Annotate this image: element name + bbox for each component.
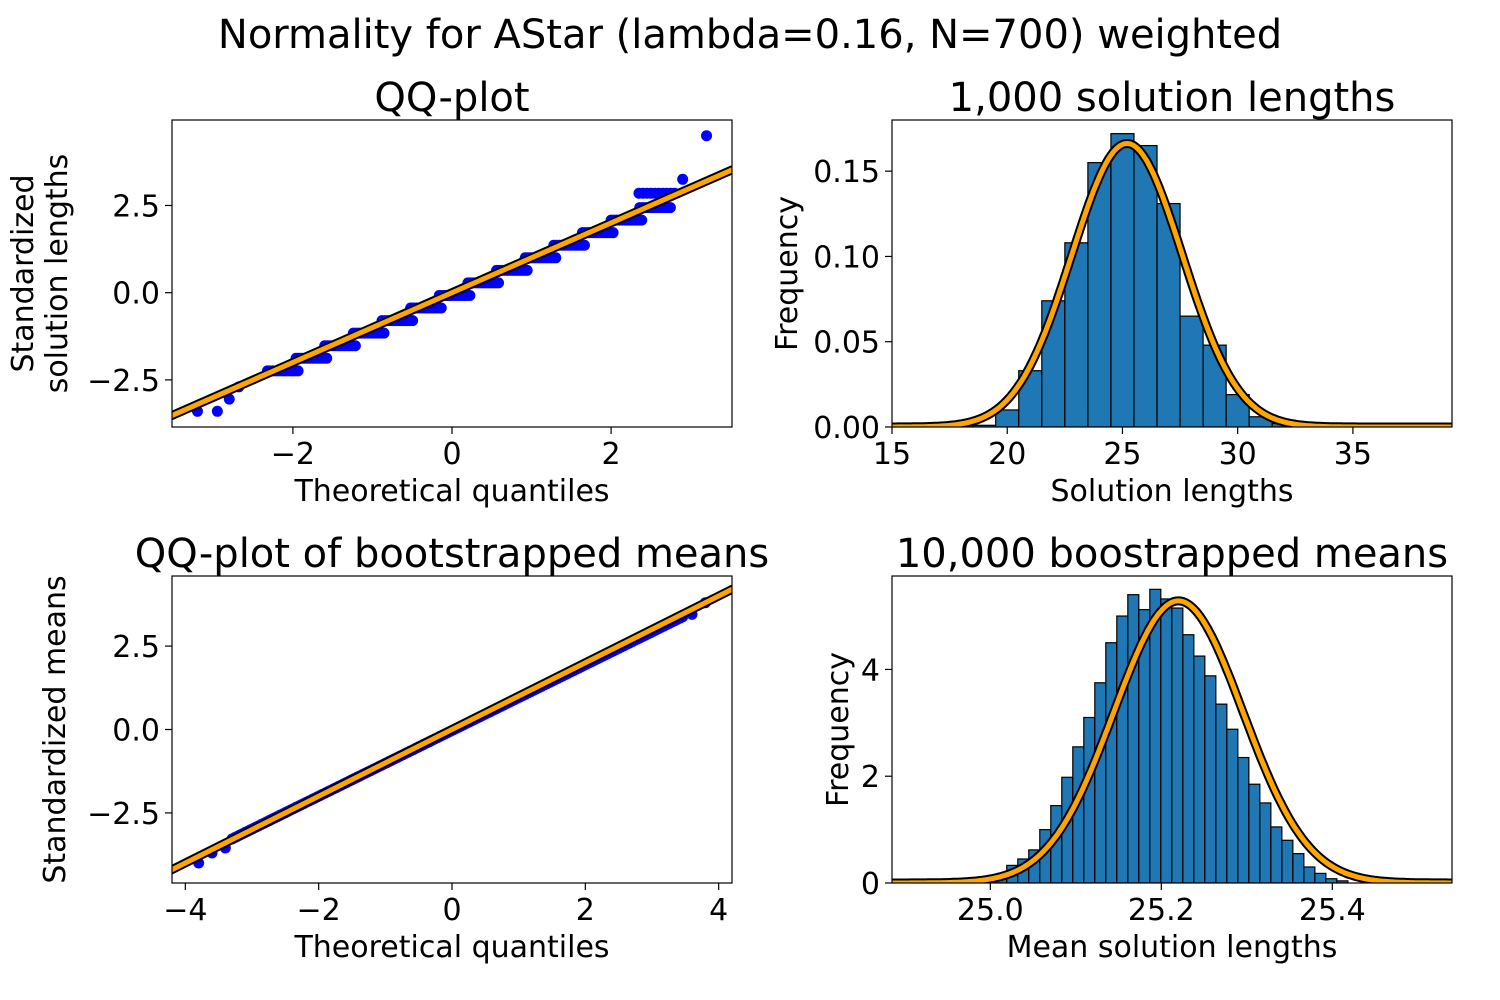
histogram-bar bbox=[1193, 655, 1206, 883]
histogram-bar bbox=[1127, 594, 1140, 883]
y-tick-label: 4 bbox=[861, 653, 880, 688]
y-tick-label: 2 bbox=[861, 760, 880, 795]
y-tick-label: −2.5 bbox=[87, 797, 160, 832]
y-axis-label: Frequency bbox=[770, 196, 805, 351]
x-axis-label: Solution lengths bbox=[1050, 474, 1293, 509]
x-tick-label: 0 bbox=[442, 893, 461, 928]
qq-point bbox=[211, 405, 223, 417]
qq-point bbox=[550, 252, 562, 264]
reference-line-fill bbox=[172, 586, 732, 873]
histogram-bar bbox=[1110, 133, 1135, 427]
qq-point bbox=[664, 202, 676, 214]
histogram-bootstrap-panel: 25.0 25.2 25.4 0 2 4 10,000 boostrapped means M… bbox=[821, 531, 1453, 965]
axes-frame bbox=[891, 119, 1453, 428]
x-tick-label: 4 bbox=[709, 893, 728, 928]
qq-point bbox=[321, 352, 333, 364]
x-tick-label: −2 bbox=[297, 893, 341, 928]
x-tick-label: 20 bbox=[988, 437, 1026, 472]
subplot-title: QQ-plot of bootstrapped means bbox=[135, 531, 769, 577]
x-tick-label: 25.4 bbox=[1299, 893, 1366, 928]
histogram-bar bbox=[1215, 703, 1228, 883]
qq-point bbox=[677, 173, 689, 185]
qq-point bbox=[349, 340, 361, 352]
reference-line bbox=[172, 164, 732, 421]
y-tick-label: 2.5 bbox=[112, 630, 160, 665]
y-tick-label: −2.5 bbox=[87, 364, 160, 399]
y-tick-label: 0.15 bbox=[813, 155, 880, 190]
subplot-title: QQ-plot bbox=[374, 75, 529, 121]
qq-point bbox=[636, 214, 648, 226]
histogram-bar bbox=[1160, 598, 1173, 883]
histogram-bar bbox=[1259, 802, 1272, 883]
qq-point bbox=[292, 365, 304, 377]
histogram-bar bbox=[1105, 642, 1118, 883]
histogram-bar bbox=[1204, 675, 1217, 883]
x-tick-label: 2 bbox=[602, 437, 621, 472]
x-tick-label: −2 bbox=[271, 437, 315, 472]
histogram-bar bbox=[1226, 728, 1239, 883]
y-axis-label: Standardizedsolution lengths bbox=[6, 154, 75, 394]
histogram-bar bbox=[1325, 878, 1338, 883]
y-axis-label: Frequency bbox=[821, 652, 856, 807]
qq-point bbox=[493, 277, 505, 289]
histogram-bar bbox=[1270, 826, 1283, 883]
reference-line-fill bbox=[172, 167, 732, 419]
qq-point bbox=[701, 130, 713, 142]
y-tick-label: 0.00 bbox=[813, 411, 880, 446]
x-axis-label: Theoretical quantiles bbox=[293, 474, 609, 509]
histogram-bar bbox=[1094, 682, 1107, 883]
x-tick-label: 30 bbox=[1219, 437, 1257, 472]
qq-plot-bootstrap-panel: −4 −2 0 2 4 −2.5 0.0 2.5 QQ-plot of bootstrapped… bbox=[38, 531, 769, 965]
histogram-bar bbox=[1179, 315, 1204, 427]
histogram-bars bbox=[892, 133, 1452, 427]
qq-point bbox=[578, 239, 590, 251]
histogram-bar bbox=[1133, 144, 1158, 427]
subplot-title: 1,000 solution lengths bbox=[949, 75, 1396, 121]
qq-point bbox=[521, 264, 533, 276]
histogram-bar bbox=[1248, 783, 1261, 883]
qq-plot-panel: −2 0 2 −2.5 0.0 2.5 QQ-plot Theoretical quantil… bbox=[6, 75, 733, 509]
histogram-bar bbox=[1303, 866, 1316, 883]
qq-point bbox=[464, 289, 476, 301]
x-tick-label: 2 bbox=[576, 893, 595, 928]
qq-point bbox=[607, 227, 619, 239]
x-tick-label: 0 bbox=[442, 437, 461, 472]
histogram-bar bbox=[1314, 872, 1327, 883]
x-tick-label: 15 bbox=[873, 437, 911, 472]
x-tick-label: 25 bbox=[1103, 437, 1141, 472]
x-tick-label: −4 bbox=[163, 893, 207, 928]
histogram-bar bbox=[1182, 634, 1195, 883]
figure-title: Normality for AStar (lambda=0.16, N=700)… bbox=[217, 12, 1283, 58]
y-tick-label: 0.05 bbox=[813, 326, 880, 361]
subplot-title: 10,000 boostrapped means bbox=[896, 531, 1448, 577]
qq-point bbox=[378, 327, 390, 339]
normal-fit-curve bbox=[892, 598, 1452, 883]
y-tick-label: 0.10 bbox=[813, 240, 880, 275]
y-tick-label: 0 bbox=[861, 867, 880, 902]
x-tick-label: 35 bbox=[1334, 437, 1372, 472]
reference-line bbox=[172, 584, 732, 875]
histogram-bar bbox=[1083, 716, 1096, 883]
histogram-bar bbox=[1116, 615, 1129, 883]
qq-point bbox=[407, 315, 419, 327]
histogram-bar bbox=[1171, 607, 1184, 883]
histogram-bar bbox=[1292, 853, 1305, 883]
x-tick-label: 25.0 bbox=[957, 893, 1024, 928]
histogram-bar bbox=[1237, 756, 1250, 883]
qq-point bbox=[435, 302, 447, 314]
normal-fit-curve bbox=[892, 140, 1452, 427]
y-tick-label: 2.5 bbox=[112, 189, 160, 224]
histogram-bar bbox=[1281, 839, 1294, 883]
histogram-panel: 15 20 25 30 35 0.00 0.05 0.10 0.15 1,000 solution… bbox=[770, 75, 1453, 509]
x-axis-label: Mean solution lengths bbox=[1007, 930, 1338, 965]
x-axis-label: Theoretical quantiles bbox=[293, 930, 609, 965]
x-tick-label: 25.2 bbox=[1128, 893, 1195, 928]
histogram-bars bbox=[892, 588, 1452, 883]
axes-frame bbox=[891, 575, 1453, 884]
y-axis-label: Standardized means bbox=[38, 575, 73, 883]
y-tick-label: 0.0 bbox=[112, 714, 160, 749]
y-tick-label: 0.0 bbox=[112, 277, 160, 312]
